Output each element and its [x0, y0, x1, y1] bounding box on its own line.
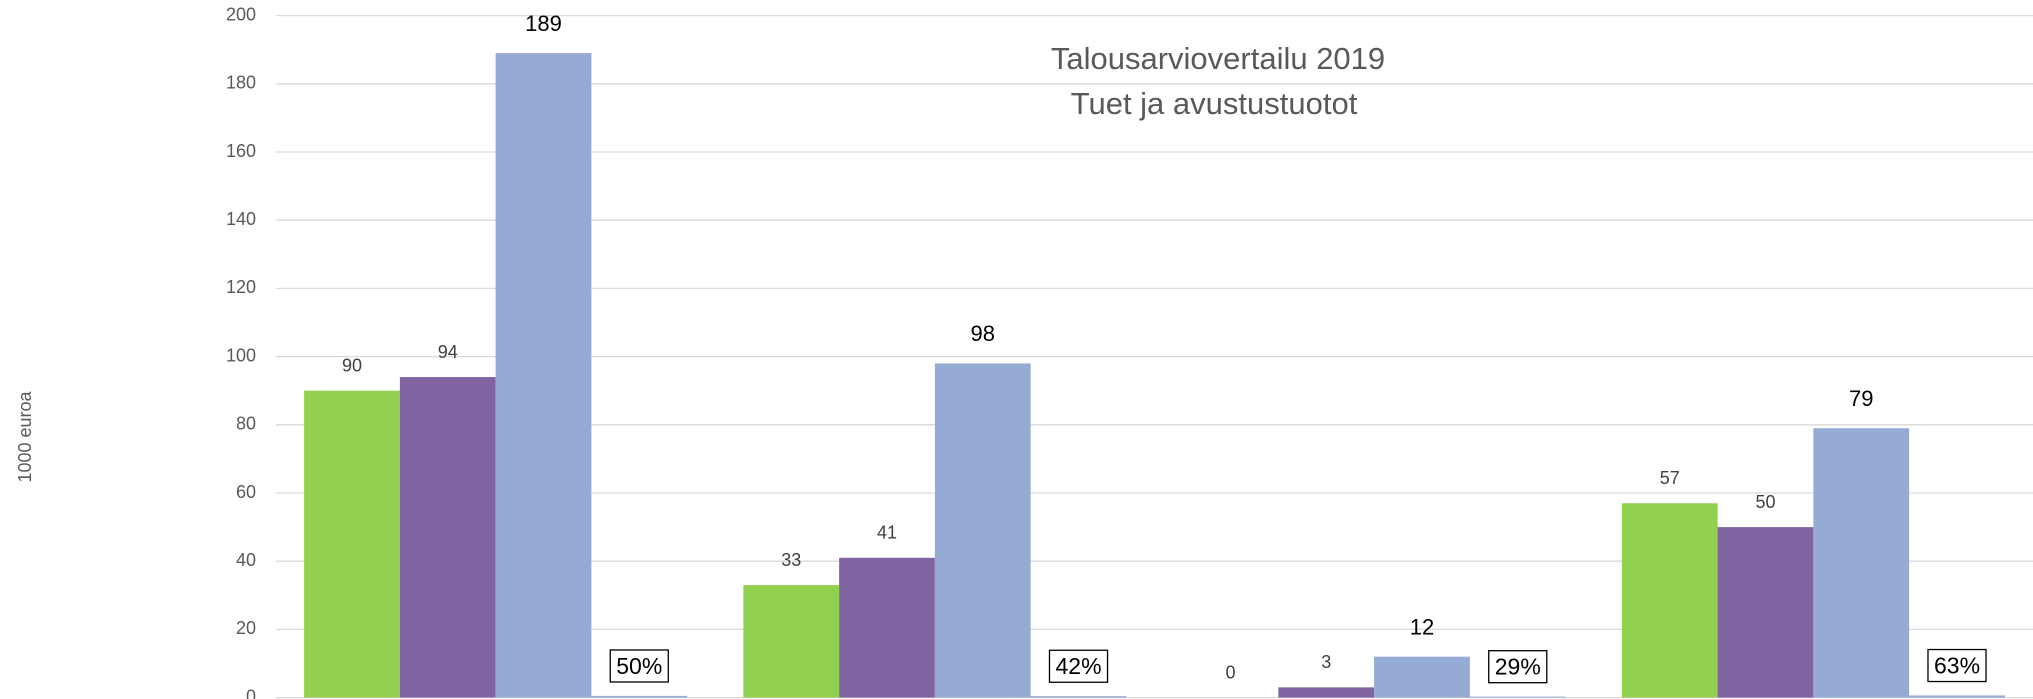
- data-label: 50%: [616, 653, 662, 679]
- data-label: 42%: [1055, 653, 1101, 679]
- bar: [399, 377, 496, 698]
- y-tick-label: 120: [226, 277, 256, 297]
- y-tick-label: 140: [226, 209, 256, 229]
- chart-subtitle: Tuet ja avustustuotot: [1071, 86, 1358, 121]
- data-label: 50: [1755, 492, 1775, 512]
- data-label: 3: [1321, 652, 1331, 672]
- y-tick-label: 20: [236, 618, 256, 638]
- data-label: 29%: [1495, 654, 1541, 680]
- bar: [839, 557, 935, 698]
- y-tick-label: 100: [226, 345, 256, 365]
- data-label: 57: [1660, 468, 1680, 488]
- y-tick-label: 160: [226, 141, 256, 161]
- bar: [743, 585, 840, 698]
- label-box: [1927, 648, 1987, 683]
- bar: [1717, 527, 1814, 698]
- bar: [1374, 656, 1470, 698]
- y-axis-label: 1000 euroa: [15, 390, 35, 482]
- bar: [934, 363, 1031, 698]
- label-box: [609, 649, 669, 683]
- data-label: 12: [1410, 614, 1434, 639]
- bar: [1278, 687, 1375, 698]
- data-label: 41: [877, 523, 897, 543]
- data-label: 63%: [1934, 653, 1980, 679]
- bar: [1909, 695, 2005, 698]
- data-label: 79: [1849, 386, 1873, 411]
- bar: [591, 695, 688, 698]
- bar: [1469, 696, 1566, 698]
- label-box: [1488, 650, 1548, 684]
- data-label: 94: [438, 342, 458, 362]
- y-tick-label: 40: [236, 550, 256, 570]
- y-tick-label: 200: [226, 4, 256, 24]
- bar: [1621, 503, 1718, 698]
- bar: [1030, 696, 1127, 698]
- y-tick-label: 80: [236, 414, 256, 434]
- bar: [495, 53, 592, 698]
- data-label: 98: [971, 321, 995, 346]
- label-box: [1048, 649, 1109, 683]
- chart-title: Talousarviovertailu 2019: [1051, 41, 1385, 76]
- y-tick-label: 0: [246, 686, 256, 699]
- data-label: 189: [525, 11, 562, 36]
- data-label: 90: [342, 355, 362, 375]
- y-tick-label: 60: [236, 482, 256, 502]
- data-label: 33: [781, 550, 801, 570]
- data-label: 0: [1225, 662, 1235, 682]
- bar: [304, 390, 400, 698]
- bar: [1813, 428, 1910, 698]
- y-tick-label: 180: [226, 73, 256, 93]
